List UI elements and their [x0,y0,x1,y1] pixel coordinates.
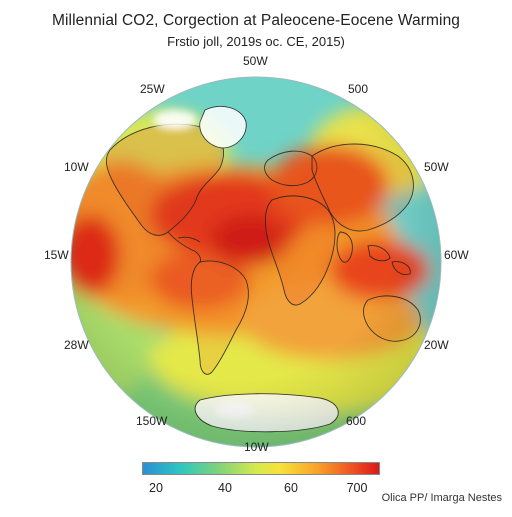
graticule-label-bottom: 10W [244,440,269,454]
colorbar-tick-label: 20 [149,481,163,495]
map-title: Millennial CO2, Corgection at Paleocene-… [51,12,461,29]
colorbar-tick-label: 40 [218,481,232,495]
graticule-label-lower-left: 28W [64,338,89,352]
map-subtitle: Frstio joll, 2019s oc. CE, 2015) [167,34,345,49]
heatmap-field [71,77,441,447]
colorbar [142,462,380,475]
graticule-label-bottom-right: 600 [346,414,367,428]
graticule-label-top-left: 25W [140,82,165,96]
graticule-label-top: 50W [243,54,268,68]
graticule-label-upper-right: 50W [424,160,449,174]
graticule-label-upper-left: 10W [64,160,89,174]
graticule-label-bottom-left: 150W [136,414,168,428]
graticule-label-mid-right: 60W [444,248,469,262]
graticule-label-lower-right: 20W [424,338,449,352]
graticule-label-mid-left: 15W [44,248,69,262]
colorbar-tick-label: 700 [346,481,368,495]
colorbar-tick-label: 60 [284,481,298,495]
image-credit: Olica PP/ Imarga Nestes [381,492,502,504]
graticule-label-top-right: 500 [348,82,369,96]
